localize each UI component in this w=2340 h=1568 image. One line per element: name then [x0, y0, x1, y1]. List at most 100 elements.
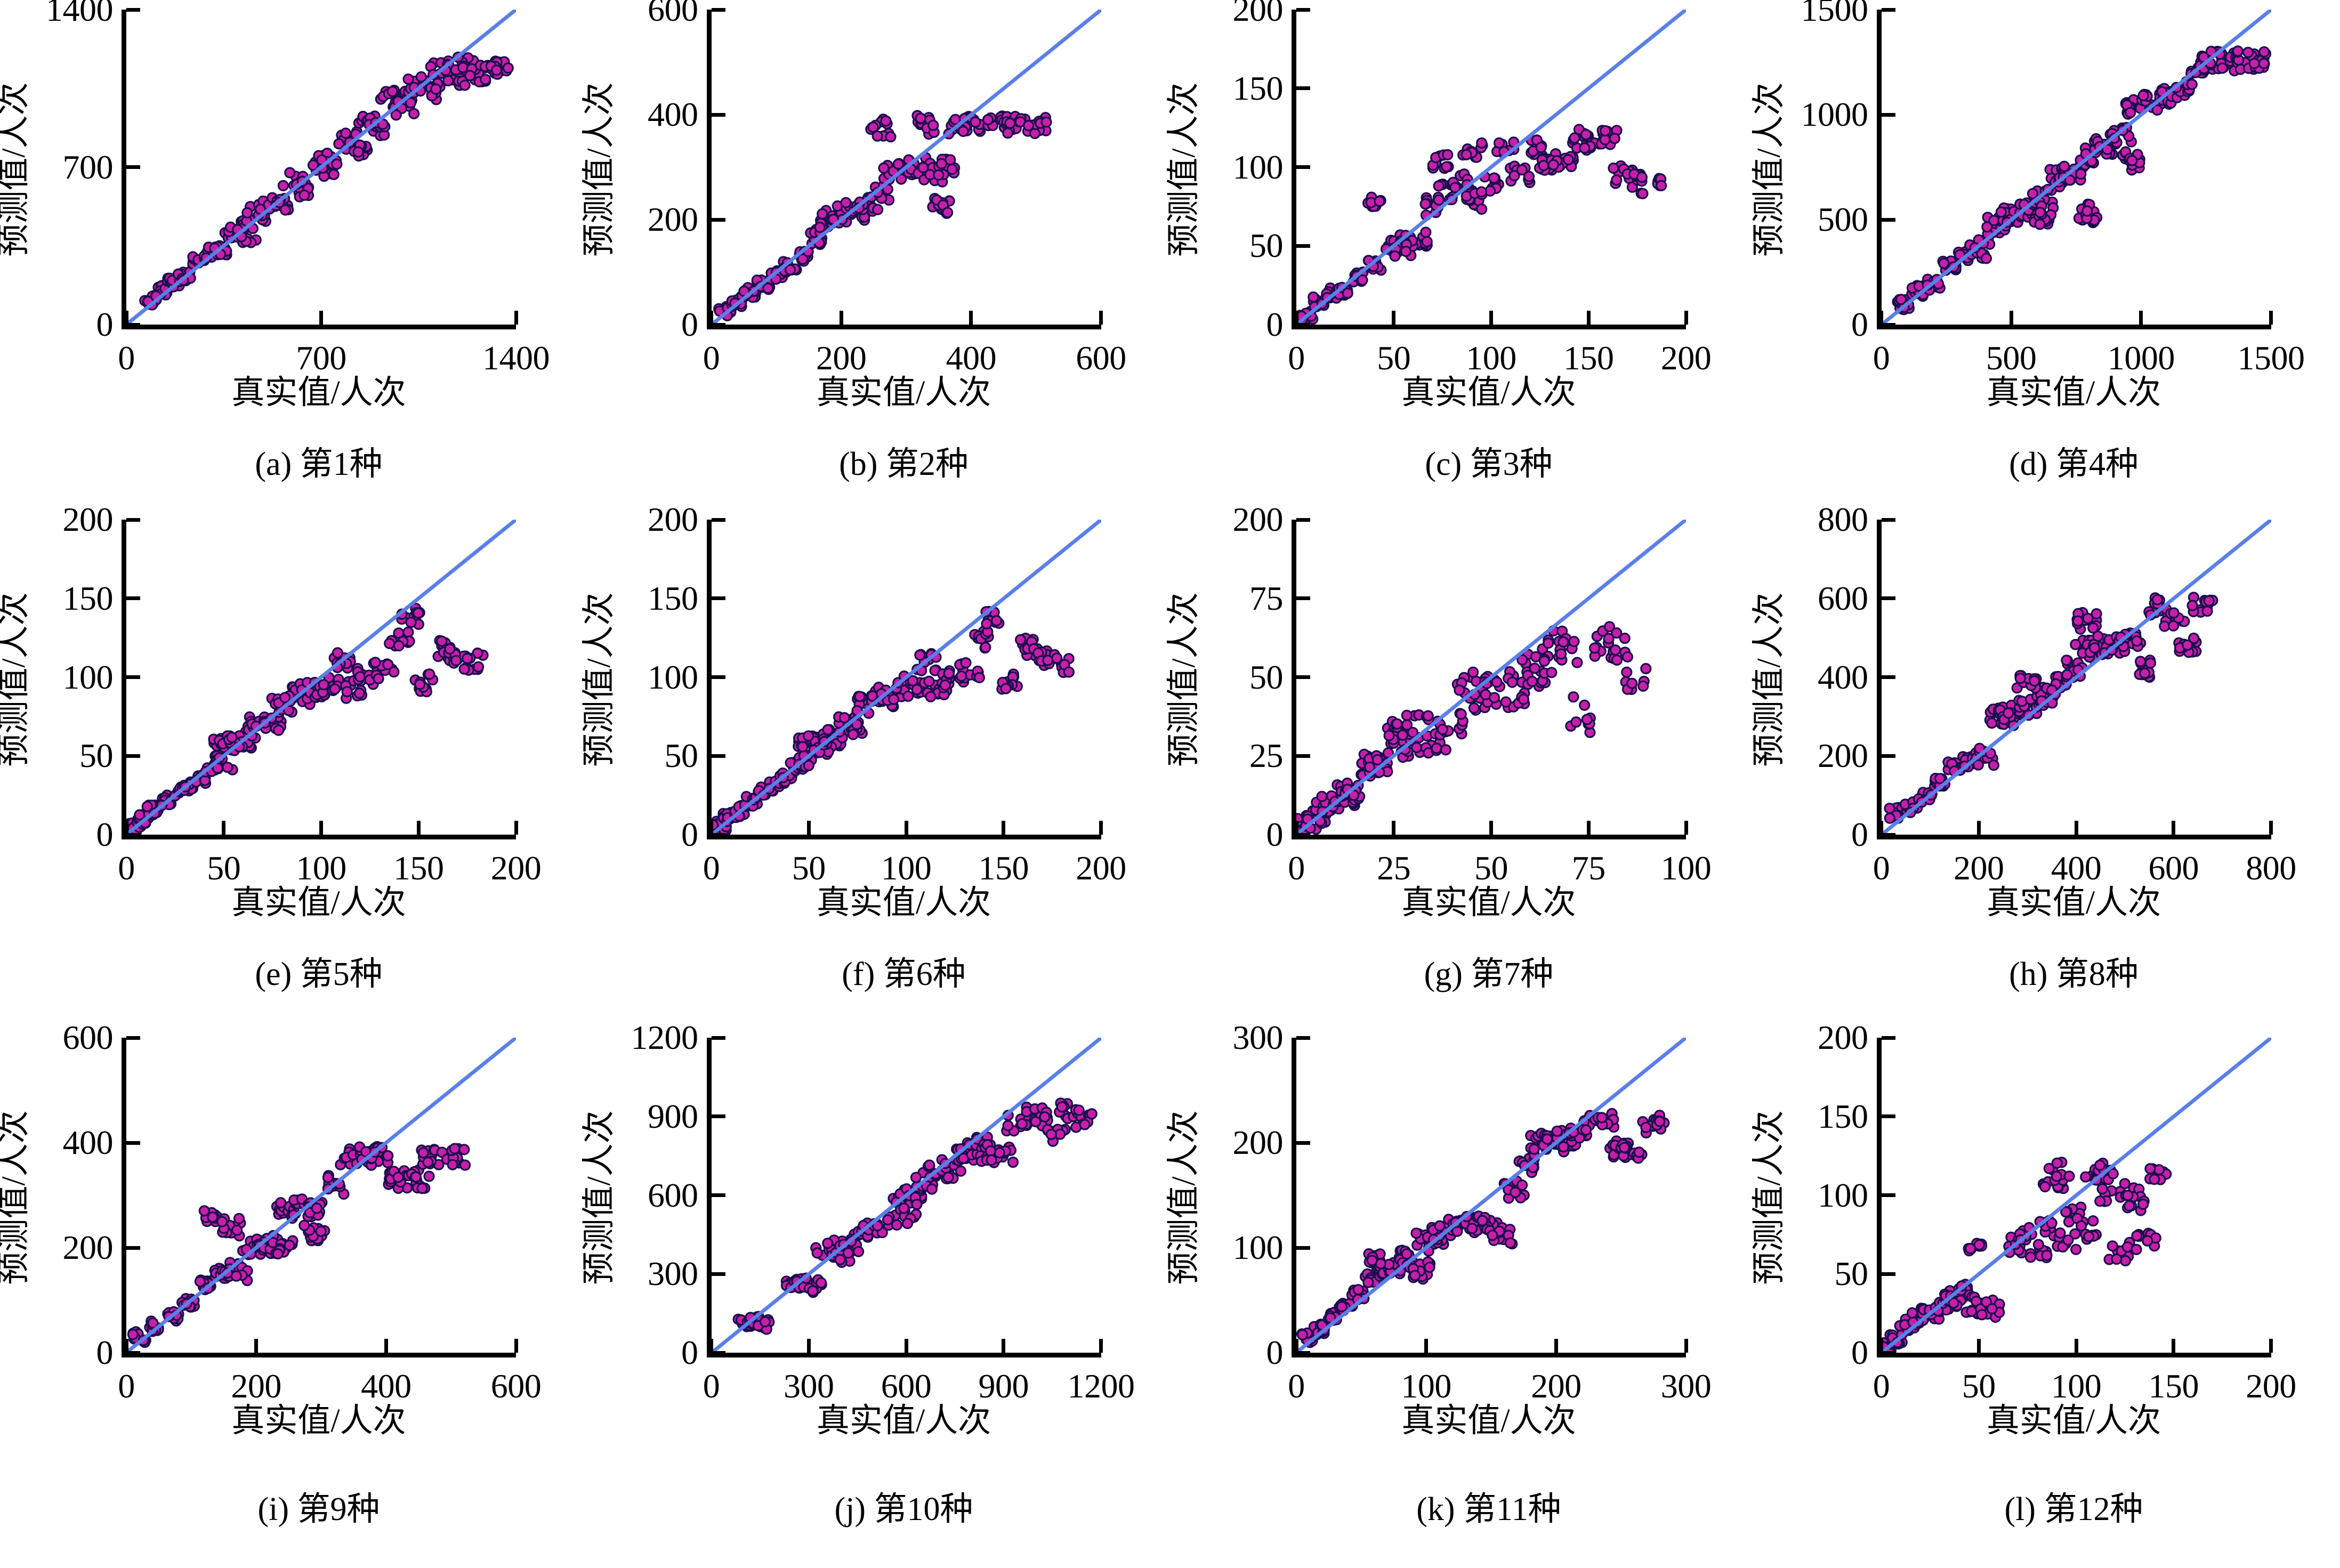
x-tick-label: 600	[1076, 339, 1126, 377]
plot-frame: 0 50 100 150 200 0 50 100 150 200	[63, 503, 542, 885]
y-tick-label: 200	[1818, 737, 1868, 775]
x-tick-label: 400	[2051, 849, 2102, 887]
x-tick	[514, 1339, 518, 1353]
x-tick-label: 0	[1873, 1367, 1890, 1405]
y-tick	[1881, 833, 1895, 837]
y-tick-label: 0	[96, 1333, 114, 1371]
y-tick	[711, 1036, 725, 1040]
y-tick-label: 0	[96, 815, 114, 853]
y-tick	[1881, 1193, 1895, 1197]
identity-reference-line	[1881, 520, 2271, 835]
data-points	[732, 1097, 1098, 1335]
x-tick	[124, 821, 128, 835]
x-tick	[1002, 821, 1006, 835]
x-tick	[1554, 1339, 1558, 1353]
y-tick	[711, 217, 725, 222]
x-axis-title: 真实值/人次	[816, 885, 991, 921]
panel-caption: (c) 第3种	[1425, 446, 1553, 482]
y-tick	[1881, 754, 1895, 758]
y-axis-spine	[1876, 10, 1882, 329]
x-tick	[1879, 311, 1883, 325]
data-points	[139, 51, 514, 311]
scatter-canvas	[1296, 1038, 1686, 1353]
y-tick	[711, 322, 725, 327]
x-axis-title: 真实值/人次	[1401, 885, 1576, 921]
x-tick	[384, 1339, 388, 1353]
x-tick	[1489, 821, 1493, 835]
y-axis-title: 预测值/人次	[0, 1110, 32, 1285]
y-tick-label: 0	[1851, 815, 1868, 853]
x-tick	[319, 311, 323, 325]
x-tick	[806, 1339, 811, 1353]
y-axis-title: 预测值/人次	[580, 592, 617, 767]
y-axis-spine	[1292, 1038, 1296, 1357]
y-tick-label: 100	[62, 658, 114, 696]
x-tick-label: 150	[393, 849, 444, 887]
chart-panel-c: 预测值/人次 0 50 100 150 200 0 50 100 150 200 真实值/人次 (…	[1166, 0, 1755, 510]
y-tick	[1881, 322, 1895, 327]
x-tick-label: 50	[1474, 849, 1508, 887]
x-tick	[1586, 821, 1591, 835]
x-axis-title: 真实值/人次	[816, 1403, 991, 1439]
identity-reference-line	[1296, 520, 1686, 835]
y-tick	[1296, 1141, 1310, 1145]
y-tick	[711, 7, 725, 12]
x-axis-spine	[1292, 835, 1686, 839]
data-points	[1891, 45, 2271, 316]
y-tick	[126, 833, 140, 837]
identity-reference-line	[711, 520, 1101, 835]
plot-area: 0 200 400 600 0 200 400 600	[63, 1021, 542, 1403]
y-tick	[711, 518, 725, 522]
x-tick-label: 200	[1531, 1367, 1581, 1405]
y-tick-label: 50	[1249, 227, 1284, 265]
y-tick	[711, 833, 725, 837]
x-tick-label: 50	[1377, 339, 1411, 377]
y-tick	[1296, 518, 1310, 522]
x-tick	[709, 1339, 713, 1353]
plot-frame: 0 300 600 900 1200 0 300 600 900 1200	[631, 1021, 1135, 1403]
data-points	[1881, 1157, 2172, 1353]
y-tick	[711, 1114, 725, 1119]
x-axis-title: 真实值/人次	[1401, 375, 1576, 411]
y-tick-label: 600	[648, 1176, 698, 1214]
x-tick-label: 0	[1288, 849, 1305, 887]
y-tick-label: 400	[1818, 658, 1868, 696]
x-tick-label: 1200	[1067, 1367, 1135, 1405]
x-axis-spine	[122, 1353, 516, 1357]
x-tick	[2269, 311, 2273, 325]
x-tick-label: 900	[978, 1367, 1029, 1405]
panel-caption: (a) 第1种	[255, 446, 383, 482]
y-tick	[1881, 7, 1895, 12]
x-tick-label: 0	[703, 1367, 720, 1405]
x-tick-label: 600	[490, 1367, 542, 1405]
scatter-canvas	[711, 10, 1101, 325]
y-tick-label: 200	[1232, 500, 1284, 538]
y-tick-label: 150	[648, 579, 698, 617]
y-tick-label: 500	[1818, 200, 1868, 238]
x-tick	[1879, 821, 1883, 835]
plot-frame: 0 200 400 600 800 0 200 400 600 800	[1818, 503, 2296, 885]
data-points	[1296, 621, 1652, 835]
chart-panel-l: 预测值/人次 0 50 100 150 200 0 50 100 150 200 真实值/人次 (…	[1751, 1021, 2340, 1568]
x-tick-label: 800	[2246, 849, 2296, 887]
y-tick	[711, 596, 725, 601]
x-tick	[1684, 311, 1688, 325]
y-axis-spine	[706, 520, 712, 839]
y-tick-label: 100	[648, 658, 698, 696]
y-tick-label: 1400	[46, 0, 114, 28]
scatter-canvas	[126, 520, 516, 835]
y-tick	[126, 7, 140, 12]
panel-caption: (g) 第7种	[1424, 956, 1554, 992]
y-tick-label: 1200	[631, 1019, 699, 1056]
x-axis-spine	[1292, 325, 1686, 329]
identity-reference-line	[126, 1038, 516, 1353]
x-tick	[416, 821, 421, 835]
y-tick	[1881, 518, 1895, 522]
y-tick-label: 300	[1232, 1019, 1284, 1056]
x-tick-label: 200	[1660, 339, 1712, 377]
x-tick-label: 50	[1962, 1367, 1996, 1405]
x-tick-label: 200	[1954, 849, 2004, 887]
scatter-canvas	[1296, 520, 1686, 835]
identity-reference-line	[1881, 1038, 2271, 1353]
data-points	[127, 1141, 471, 1348]
